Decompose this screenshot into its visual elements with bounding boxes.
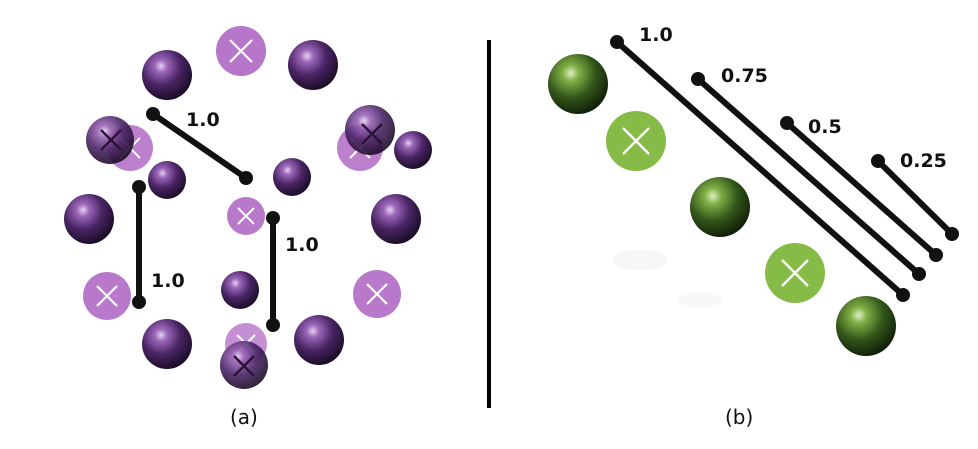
dot-icon: [912, 267, 926, 281]
dot-icon: [266, 211, 280, 225]
segment-line: [696, 76, 921, 277]
panel-b: 1.0 0.75 0.5 0.25 (b): [548, 24, 959, 429]
sphere-icon: [273, 158, 311, 196]
segment-label: 1.0: [639, 24, 673, 46]
vacancy-x-icon: [83, 272, 131, 320]
panel-caption: (b): [725, 405, 753, 429]
sphere-icon: [294, 315, 344, 365]
segment-label: 1.0: [151, 270, 185, 292]
dot-icon: [780, 116, 794, 130]
sphere-icon: [548, 54, 608, 114]
dot-icon: [266, 318, 280, 332]
sphere-icon: [836, 296, 896, 356]
sphere-icon: [221, 271, 259, 309]
sphere-icon: [148, 161, 186, 199]
segment-label: 1.0: [285, 234, 319, 256]
segment-label: 0.25: [900, 150, 947, 172]
vacancy-x-icon: [361, 123, 383, 145]
dot-icon: [871, 154, 885, 168]
panel-a: 1.0 1.0 1.0 (a): [64, 26, 432, 429]
sphere-icon: [142, 50, 192, 100]
dot-icon: [132, 180, 146, 194]
segment-line: [785, 120, 938, 258]
dot-icon: [239, 171, 253, 185]
dot-icon: [146, 107, 160, 121]
dot-icon: [132, 295, 146, 309]
dot-icon: [691, 72, 705, 86]
vacancy-x-icon: [216, 26, 266, 76]
sphere-icon: [142, 319, 192, 369]
vacancy-x-icon: [353, 270, 401, 318]
segment-label: 0.75: [721, 65, 768, 87]
dot-icon: [896, 288, 910, 302]
sphere-icon: [394, 131, 432, 169]
sphere-icon: [371, 194, 421, 244]
sphere-icon: [690, 177, 750, 237]
sphere-icon: [345, 105, 395, 155]
panel-caption: (a): [230, 405, 258, 429]
sphere-icon: [288, 40, 338, 90]
dot-icon: [929, 248, 943, 262]
segment-label: 0.5: [808, 116, 842, 138]
dot-icon: [610, 35, 624, 49]
sphere-icon: [64, 194, 114, 244]
vacancy-x-icon: [233, 355, 255, 377]
segment-line: [151, 111, 248, 181]
segment-line: [615, 39, 905, 298]
vacancy-x-icon: [100, 129, 122, 151]
segment-label: 1.0: [186, 109, 220, 131]
vacancy-x-icon: [765, 243, 825, 303]
segment-line: [875, 158, 955, 237]
vacancy-x-icon: [227, 197, 265, 235]
vacancy-x-icon: [606, 111, 666, 171]
dot-icon: [945, 227, 959, 241]
